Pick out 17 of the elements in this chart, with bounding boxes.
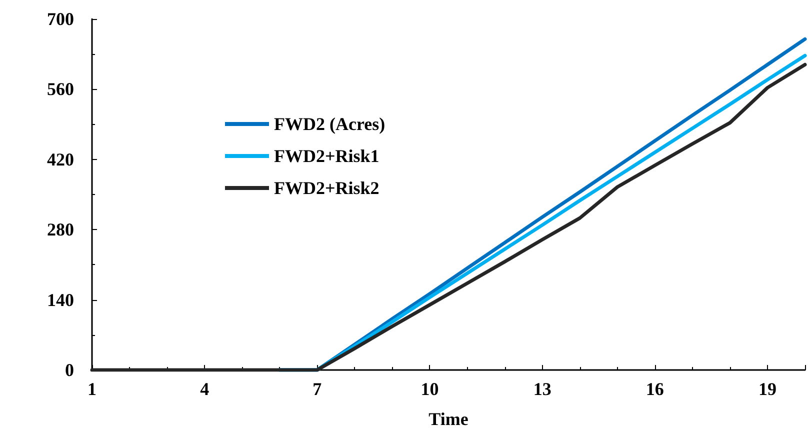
x-tick-label: 13 (533, 379, 552, 399)
x-tick-label: 19 (758, 379, 776, 399)
x-tick-label: 10 (420, 379, 439, 399)
y-tick-label: 560 (47, 79, 74, 100)
x-axis-title: Time (428, 409, 468, 429)
x-tick-label: 16 (646, 379, 664, 399)
legend-label: FWD2+Risk1 (274, 146, 380, 166)
y-tick-label: 0 (65, 360, 74, 380)
legend-label: FWD2 (Acres) (274, 114, 386, 134)
x-tick-label: 4 (200, 379, 210, 399)
y-tick-label: 700 (47, 9, 74, 29)
y-tick-label: 140 (47, 290, 74, 310)
legend-label: FWD2+Risk2 (274, 178, 380, 198)
y-tick-label: 280 (47, 220, 74, 240)
y-tick-label: 420 (47, 149, 74, 170)
x-tick-label: 7 (312, 379, 322, 399)
x-tick-label: 1 (88, 379, 96, 399)
